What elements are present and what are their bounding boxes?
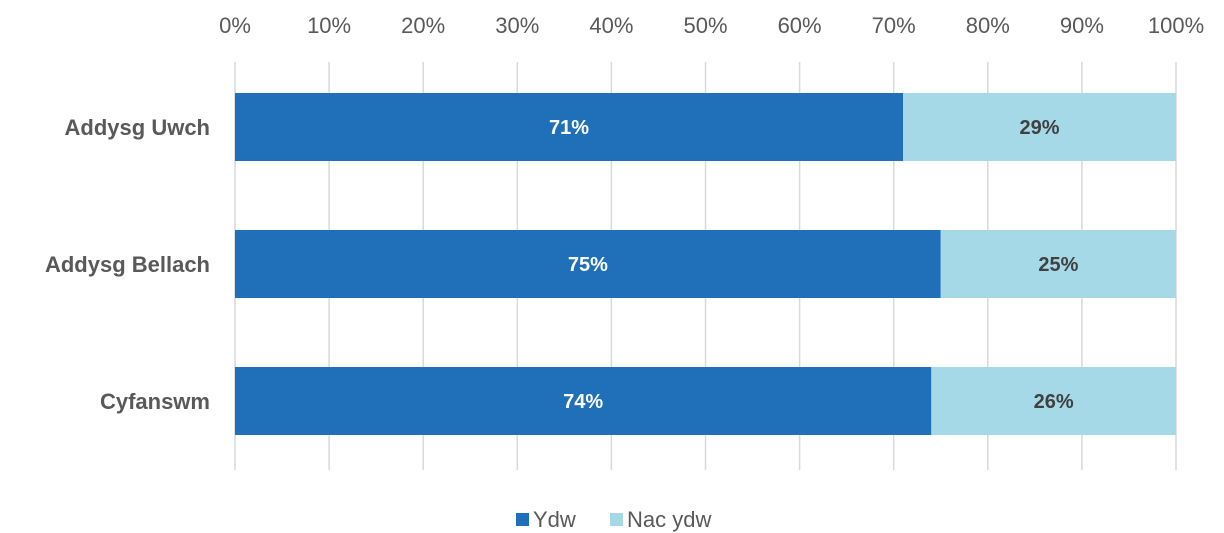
x-tick-label: 60%: [778, 13, 822, 38]
x-tick-label: 40%: [589, 13, 633, 38]
bar-segment: [235, 93, 904, 161]
x-tick-label: 100%: [1148, 13, 1204, 38]
data-label: 29%: [1020, 117, 1060, 139]
x-axis-ticks: 0% 10% 20% 30% 40% 50% 60% 70% 80% 90% 100%: [219, 13, 1204, 38]
x-tick-label: 0%: [219, 13, 251, 38]
bar-segment: [235, 230, 941, 298]
data-label: 26%: [1034, 391, 1074, 413]
category-labels: Addysg Uwch Addysg Bellach Cyfanswm: [45, 115, 210, 414]
data-label: 71%: [549, 117, 589, 139]
x-tick-label: 10%: [307, 13, 351, 38]
bars: 71% 29% 75% 25% 74% 26%: [235, 93, 1176, 435]
category-label: Cyfanswm: [100, 389, 210, 414]
bar-segment: [940, 230, 1176, 298]
legend: Ydw Nac ydw: [516, 507, 711, 532]
x-tick-label: 50%: [683, 13, 727, 38]
x-tick-label: 80%: [966, 13, 1010, 38]
data-label: 25%: [1038, 254, 1078, 276]
x-tick-label: 70%: [872, 13, 916, 38]
x-tick-label: 90%: [1060, 13, 1104, 38]
bar-segment: [903, 93, 1176, 161]
legend-swatch: [610, 513, 623, 526]
category-label: Addysg Bellach: [45, 252, 210, 277]
legend-label: Nac ydw: [627, 507, 711, 532]
x-tick-label: 20%: [401, 13, 445, 38]
legend-swatch: [516, 513, 529, 526]
bar-segment: [235, 367, 932, 435]
x-tick-label: 30%: [495, 13, 539, 38]
bar-segment: [931, 367, 1176, 435]
data-label: 75%: [568, 254, 608, 276]
data-label: 74%: [563, 391, 603, 413]
legend-label: Ydw: [533, 507, 576, 532]
category-label: Addysg Uwch: [65, 115, 210, 140]
